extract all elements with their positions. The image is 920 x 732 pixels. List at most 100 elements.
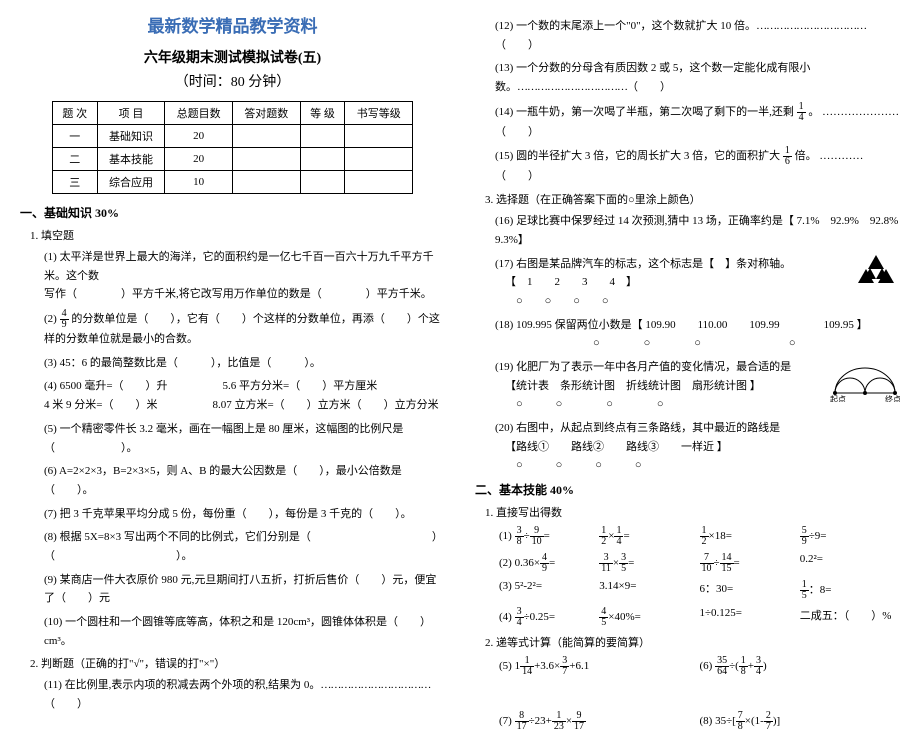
- calc: (6) 3564÷(18+34): [700, 656, 901, 677]
- q9: (9) 某商店一件大衣原价 980 元,元旦期间打八五折，打折后售价（ ）元，便…: [44, 571, 445, 608]
- calc: (1) 38÷910=: [499, 526, 599, 547]
- td: 基本技能: [97, 148, 165, 171]
- q5b: （ ）。: [44, 442, 138, 454]
- td: [232, 125, 300, 148]
- frac-4-9: 49: [60, 309, 69, 330]
- q19b: 【统计表 条形统计图 折线统计图 扇形统计图 】: [505, 377, 761, 396]
- q20b: 【路线① 路线② 路线③ 一样近 】: [505, 438, 728, 457]
- th: 等 级: [300, 102, 345, 125]
- td: [232, 171, 300, 194]
- calc: (4) 34÷0.25=: [499, 607, 599, 628]
- q14a: (14) 一瓶牛奶，第一次喝了半瓶，第二次喝了剩下的一半,还剩: [495, 106, 794, 118]
- q8a: (8) 根据 5X=8×3 写出两个不同的比例式，它们分别是（ ）: [44, 531, 443, 543]
- q1-text: (1) 太平洋是世界上最大的海洋，它的面积约是一亿七千百一百六十万九千平方千米。…: [44, 251, 434, 282]
- q2a: (2): [44, 313, 60, 325]
- frac-1-4: 14: [797, 102, 806, 123]
- q7: (7) 把 3 千克苹果平均分成 5 份，每份重（ ），每份是 3 千克的（ ）…: [44, 505, 445, 524]
- calc: 59÷9=: [800, 526, 900, 547]
- table-row: 二 基本技能 20: [52, 148, 412, 171]
- calc: (2) 0.36×49=: [499, 553, 599, 574]
- td: 综合应用: [97, 171, 165, 194]
- q5a: (5) 一个精密零件长 3.2 毫米，画在一幅图上是 80 厘米，这幅图的比例尺…: [44, 423, 403, 435]
- left-column: 最新数学精品教学资料 六年级期末测试模拟试卷(五) （时间：80 分钟） 题 次…: [20, 12, 445, 625]
- calc: 710÷1415=: [700, 553, 800, 574]
- calc: 3.14×9=: [599, 580, 699, 601]
- q4: (4) 6500 毫升=（ ）升 5.6 平方分米=（ ）平方厘米 4 米 9 …: [44, 377, 445, 414]
- right-column: (12) 一个数的末尾添上一个"0"，这个数就扩大 10 倍。（ ） (13) …: [475, 12, 900, 625]
- route-diagram-icon: 起点终点: [830, 358, 900, 402]
- q10: (10) 一个圆柱和一个圆锥等底等高，体积之和是 120cm³，圆锥体体积是（ …: [44, 613, 445, 650]
- q4b: 4 米 9 分米=（ ）米 8.07 立方米=（ ）立方米（ ）立方分米: [44, 399, 439, 411]
- td: [300, 148, 345, 171]
- calc-row-1: (1) 38÷910= 12×14= 12×18= 59÷9=: [499, 526, 900, 547]
- calc-row-3: (3) 5²-2²= 3.14×9= 6：30= 15：8=: [499, 580, 900, 601]
- calc: (7) 817÷23+123×917: [499, 711, 700, 732]
- q15: (15) 圆的半径扩大 3 倍，它的周长扩大 3 倍，它的面积扩大 16 倍。 …: [495, 146, 900, 186]
- score-table: 题 次 项 目 总题目数 答对题数 等 级 书写等级 一 基础知识 20 二 基…: [52, 101, 413, 194]
- td: [232, 148, 300, 171]
- th: 项 目: [97, 102, 165, 125]
- judge-title: 2. 判断题（正确的打"√"，错误的打"×"）: [30, 655, 445, 671]
- q19a: (19) 化肥厂为了表示一年中各月产值的变化情况，最合适的是: [495, 361, 791, 373]
- table-row: 三 综合应用 10: [52, 171, 412, 194]
- calc: 311×35=: [599, 553, 699, 574]
- q1b-text: 写作（ ）平方千米,将它改写用万作单位的数是（ ）平方千米。: [44, 288, 432, 300]
- q13: (13) 一个分数的分母含有质因数 2 或 5，这个数一定能化成有限小数。（ ）: [495, 59, 900, 96]
- main-title: 最新数学精品教学资料: [20, 12, 445, 37]
- q2b: 样的分数单位就是最小的合数。: [44, 333, 198, 345]
- direct-title: 1. 直接写出得数: [485, 504, 900, 520]
- step-row-2: (7) 817÷23+123×917 (8) 35÷[78×(1-27)]: [499, 711, 900, 732]
- calc: 12×18=: [700, 526, 800, 547]
- td: 一: [52, 125, 97, 148]
- q20a: (20) 右图中，从起点到终点有三条路线，其中最近的路线是: [495, 422, 780, 434]
- circles: ○ ○ ○ ○: [505, 292, 609, 311]
- dotline: [517, 81, 627, 93]
- sub-title: 六年级期末测试模拟试卷(五): [20, 47, 445, 67]
- circles: ○ ○ ○ ○: [505, 395, 664, 414]
- calc: (5) 1114+3.6×37+6.1: [499, 656, 700, 677]
- td: 20: [165, 125, 233, 148]
- q15b: 倍。: [795, 150, 817, 162]
- calc: 1÷0.125=: [700, 607, 800, 628]
- q17b: 【 1 2 3 4 】: [505, 273, 637, 292]
- q17: (17) 右图是某品牌汽车的标志，这个标志是【 】条对称轴。 【 1 2 3 4…: [495, 255, 900, 311]
- q16: (16) 足球比赛中保罗经过 14 次预测,猜中 13 场，正确率约是【 7.1…: [495, 212, 900, 249]
- td: 20: [165, 148, 233, 171]
- td: [300, 125, 345, 148]
- q18t: (18) 109.995 保留两位小数是【 109.90 110.00 109.…: [495, 319, 868, 331]
- th: 题 次: [52, 102, 97, 125]
- frac-1-6: 16: [783, 146, 792, 167]
- q2: (2) 49 的分数单位是（ ），它有（ ）个这样的分数单位，再添（ ）个这 样…: [44, 309, 445, 349]
- q14b: 。: [808, 106, 819, 118]
- calc: 0.2²=: [800, 553, 900, 574]
- q1: (1) 太平洋是世界上最大的海洋，它的面积约是一亿七千百一百六十万九千平方千米。…: [44, 248, 445, 304]
- q17a: (17) 右图是某品牌汽车的标志，这个标志是【 】条对称轴。: [495, 258, 791, 270]
- fill-title: 1. 填空题: [30, 227, 445, 243]
- q6: (6) A=2×2×3，B=2×3×5，则 A、B 的最大公因数是（ ），最小公…: [44, 462, 445, 499]
- td: 三: [52, 171, 97, 194]
- q11: (11) 在比例里,表示内项的积减去两个外项的积,结果为 0。（ ）: [44, 676, 445, 713]
- calc: 12×14=: [599, 526, 699, 547]
- calc: (3) 5²-2²=: [499, 580, 599, 601]
- td: [345, 125, 413, 148]
- q19: 起点终点 (19) 化肥厂为了表示一年中各月产值的变化情况，最合适的是 【统计表…: [495, 358, 900, 414]
- table-header-row: 题 次 项 目 总题目数 答对题数 等 级 书写等级: [52, 102, 412, 125]
- td: [300, 171, 345, 194]
- choice-title: 3. 选择题（在正确答案下面的○里涂上颜色）: [485, 191, 900, 207]
- q4a: (4) 6500 毫升=（ ）升 5.6 平方分米=（ ）平方厘米: [44, 380, 377, 392]
- q5: (5) 一个精密零件长 3.2 毫米，画在一幅图上是 80 厘米，这幅图的比例尺…: [44, 420, 445, 457]
- calc: (8) 35÷[78×(1-27)]: [700, 711, 901, 732]
- th: 答对题数: [232, 102, 300, 125]
- step-title: 2. 递等式计算（能简算的要简算）: [485, 634, 900, 650]
- mitsubishi-icon: [856, 255, 896, 289]
- calc: 45×40%=: [599, 607, 699, 628]
- td: 二: [52, 148, 97, 171]
- svg-text:起点: 起点: [830, 395, 846, 402]
- section2-title: 二、基本技能 40%: [475, 481, 900, 498]
- q12t: (12) 一个数的末尾添上一个"0"，这个数就扩大 10 倍。: [495, 20, 756, 32]
- calc: 15：8=: [800, 580, 900, 601]
- q3: (3) 45：6 的最简整数比是（ ），比值是（ ）。: [44, 354, 445, 373]
- time-title: （时间：80 分钟）: [20, 71, 445, 91]
- q12: (12) 一个数的末尾添上一个"0"，这个数就扩大 10 倍。（ ）: [495, 17, 900, 54]
- circles: ○ ○ ○ ○: [505, 456, 642, 475]
